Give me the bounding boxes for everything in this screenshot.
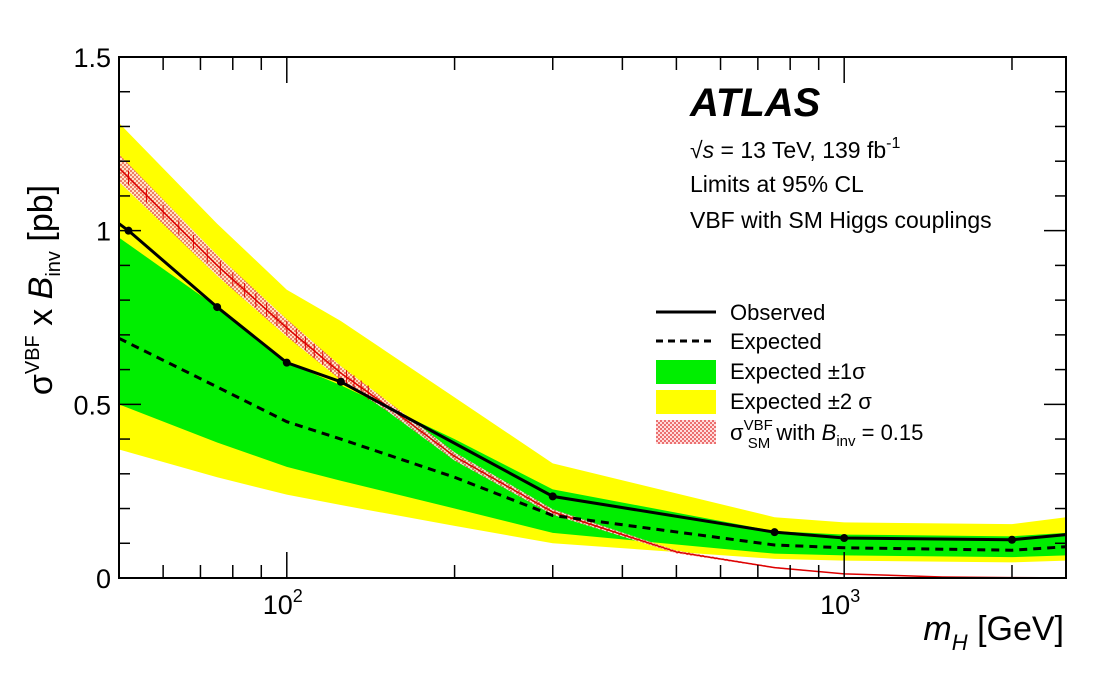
x-axis-label: mH [GeV]	[923, 610, 1064, 655]
limit-lines	[118, 222, 1067, 552]
observed-point	[1007, 535, 1016, 544]
observed-point	[548, 492, 557, 501]
legend-band2-label: Expected ±2 σ	[730, 389, 872, 414]
observed-point	[840, 534, 849, 543]
legend-sm-swatch	[656, 420, 716, 444]
expected-line	[118, 336, 1067, 552]
y-tick-label: 0.5	[73, 390, 111, 420]
expected-bands	[119, 122, 1066, 563]
legend-sm-label: σVBF SM with Binv = 0.15	[730, 417, 923, 452]
cl-label: Limits at 95% CL	[690, 171, 864, 197]
observed-point	[213, 303, 222, 312]
legend-band1-label: Expected ±1σ	[730, 359, 866, 384]
observed-point	[770, 528, 779, 537]
band-1sigma	[119, 237, 1066, 558]
legend: Observed Expected Expected ±1σ Expected …	[656, 300, 923, 452]
atlas-label: ATLAS	[689, 81, 821, 125]
y-tick-label: 0	[96, 564, 111, 594]
x-tick-label: 103	[820, 586, 860, 620]
energy-lumi-label: √s = 13 TeV, 139 fb-1	[690, 135, 900, 163]
axis-ticks: 0 0.5 1 1.5 102 103	[73, 43, 1066, 620]
observed-point	[336, 377, 345, 386]
legend-band1-swatch	[656, 360, 716, 384]
observed-point	[282, 358, 291, 367]
y-axis-label: σVBF x Binv [pb]	[22, 185, 65, 395]
y-tick-label: 1.5	[73, 43, 111, 73]
y-tick-label: 1	[96, 217, 111, 247]
legend-band2-swatch	[656, 390, 716, 414]
x-tick-label: 102	[263, 586, 303, 620]
legend-observed-label: Observed	[730, 300, 825, 325]
plot-frame	[118, 56, 1067, 579]
model-label: VBF with SM Higgs couplings	[690, 207, 992, 233]
observed-line	[118, 222, 1067, 542]
legend-expected-label: Expected	[730, 329, 822, 354]
